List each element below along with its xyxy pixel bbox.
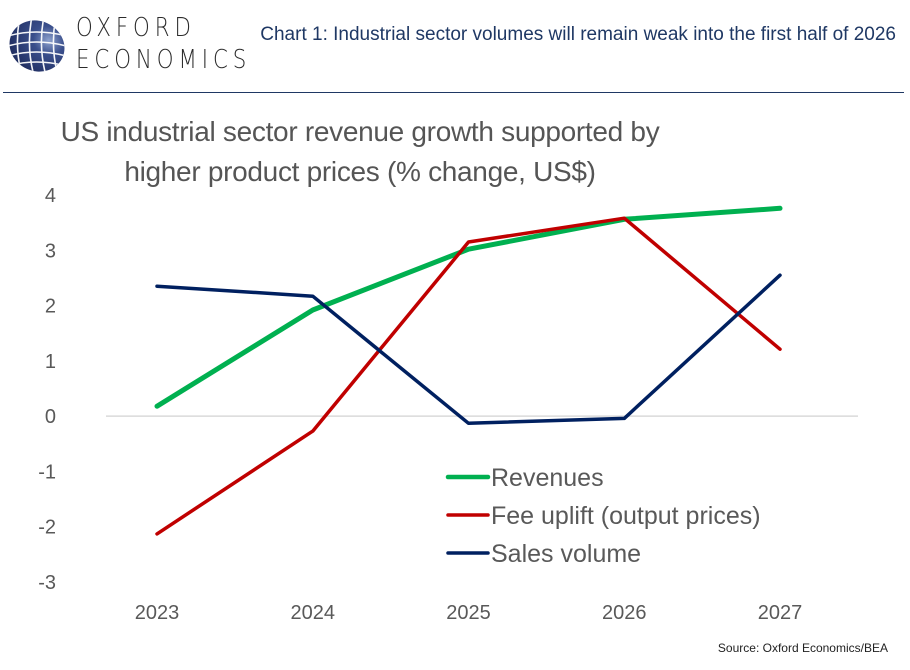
source-note: Source: Oxford Economics/BEA: [717, 641, 888, 655]
series-line-fee-uplift-output-prices: [155, 216, 782, 536]
y-tick-label: -1: [38, 461, 56, 483]
y-tick-label: 4: [45, 185, 56, 207]
y-axis: 4 3 2 1 0 -1 -2 -3: [38, 185, 56, 594]
series-lines: [154, 205, 783, 536]
brand-line-2: ECONOMICS: [76, 45, 252, 75]
y-tick-label: -2: [38, 517, 56, 539]
globe-grid-icon: [6, 15, 68, 77]
legend-label: Sales volume: [491, 540, 641, 568]
series-line-sales-volume: [155, 273, 782, 426]
brand-wordmark: OXFORD ECONOMICS: [76, 12, 290, 76]
x-tick-label: 2027: [758, 602, 803, 624]
legend-item: Sales volume: [446, 540, 641, 568]
brand-line-1: OXFORD: [76, 13, 196, 43]
y-tick-label: 2: [45, 296, 56, 318]
legend-label: Revenues: [491, 464, 604, 492]
y-tick-label: 1: [45, 351, 56, 373]
chart-title-line-2: higher product prices (% change, US$): [124, 156, 596, 187]
chart-caption: Chart 1: Industrial sector volumes will …: [260, 24, 896, 45]
x-axis: 2023 2024 2025 2026 2027: [135, 602, 803, 624]
header-divider: [3, 92, 904, 93]
legend-item: Revenues: [445, 464, 604, 492]
legend-label: Fee uplift (output prices): [491, 502, 761, 530]
x-tick-label: 2024: [291, 602, 336, 624]
x-tick-label: 2026: [602, 602, 647, 624]
series-line-revenues: [154, 205, 783, 409]
chart-title-line-1: US industrial sector revenue growth supp…: [60, 116, 660, 147]
y-tick-label: 0: [45, 406, 56, 428]
y-tick-label: 3: [45, 240, 56, 262]
x-tick-label: 2023: [135, 602, 180, 624]
y-tick-label: -3: [38, 572, 56, 594]
chart-title: US industrial sector revenue growth supp…: [0, 112, 720, 192]
x-tick-label: 2025: [446, 602, 491, 624]
legend: Revenues Fee uplift (output prices) Sales …: [445, 464, 761, 568]
legend-item: Fee uplift (output prices): [446, 502, 761, 530]
